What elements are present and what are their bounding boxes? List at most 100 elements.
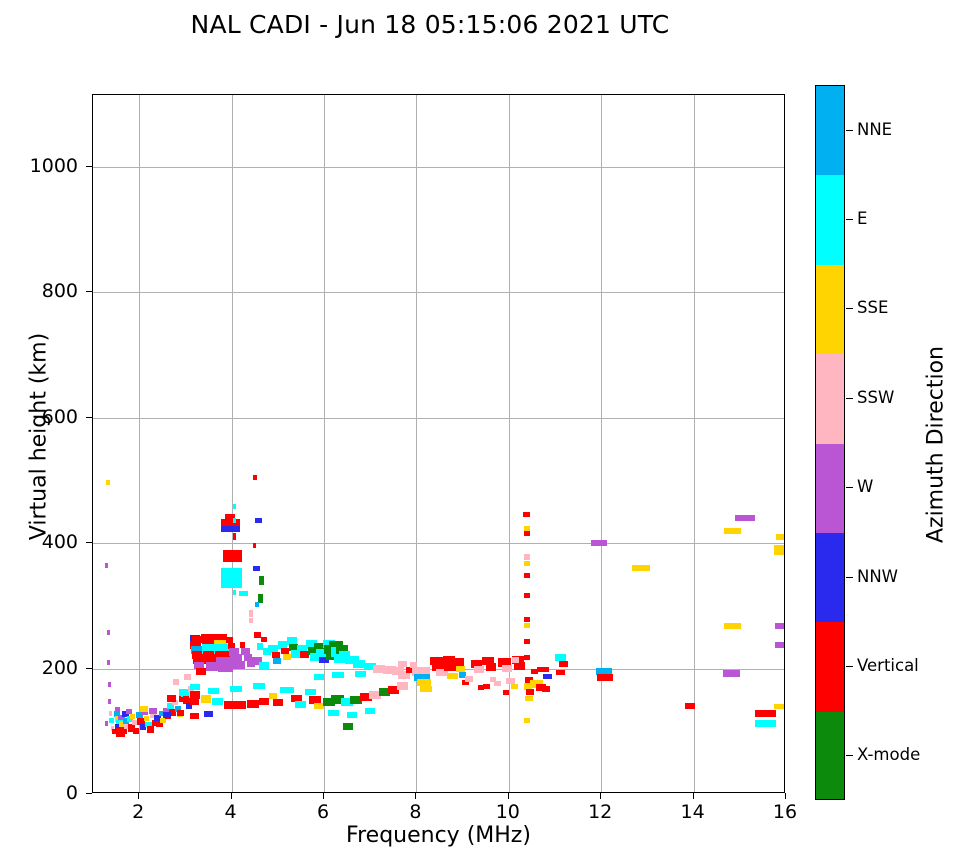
echo-trace-point [217,662,233,672]
echo-trace-point [123,717,130,724]
echo-trace-point [524,560,531,566]
echo-trace-point [253,683,266,690]
echo-trace-point [105,721,109,727]
echo-trace-point [318,656,330,663]
echo-trace-point [478,684,484,690]
grid-line-vertical [139,95,141,792]
colorbar-band [816,86,844,176]
echo-trace-point [232,517,237,523]
echo-trace-point [442,656,455,664]
echo-trace-point [122,711,129,718]
grid-line-horizontal [93,292,784,294]
echo-trace-point [246,660,256,668]
echo-trace-point [723,527,742,534]
x-axis-tick-label: 8 [409,801,422,823]
echo-trace-point [244,653,253,661]
echo-trace-point [462,679,469,685]
x-axis-tick [692,793,694,799]
echo-trace-point [251,657,262,666]
echo-trace-point [190,697,199,706]
echo-trace-point [722,670,741,678]
echo-trace-point [185,702,193,709]
echo-trace-point [514,662,526,671]
echo-trace-point [542,673,553,679]
echo-trace-point [183,695,192,704]
echo-trace-point [723,622,742,629]
echo-trace-point [201,633,216,641]
echo-trace-point [307,647,318,656]
echo-trace-point [160,717,166,723]
grid-line-vertical [416,95,418,792]
echo-trace-point [591,540,608,547]
echo-trace-point [124,723,130,729]
echo-trace-point [482,657,495,666]
echo-trace-point [135,712,143,718]
echo-trace-point [556,669,565,675]
y-axis-title: Virtual height (km) [26,332,52,541]
data-points-layer [93,95,784,792]
echo-trace-point [206,661,222,671]
x-axis-tick-label: 2 [132,801,145,823]
colorbar-tick [846,397,853,399]
echo-trace-point [151,719,159,726]
echo-trace-point [510,683,519,689]
colorbar-title: Azimuth Direction [923,345,949,544]
echo-trace-point [253,565,260,571]
echo-trace-point [241,647,250,655]
echo-trace-point [145,721,152,727]
x-axis-tick [415,793,417,799]
y-axis-tick [86,793,92,794]
echo-trace-point [146,725,154,733]
echo-trace-point [773,544,784,555]
echo-trace-point [511,656,519,663]
echo-trace-point [178,695,187,703]
echo-trace-point [555,653,566,661]
grid-line-horizontal [93,167,784,169]
y-axis-tick-label: 400 [41,531,78,554]
echo-trace-point [172,679,180,686]
echo-trace-point [119,727,128,735]
echo-trace-point [529,679,544,688]
grid-line-horizontal [93,417,784,419]
echo-trace-point [163,712,171,718]
echo-trace-point [523,511,530,517]
x-axis-title: Frequency (MHz) [346,823,531,848]
echo-trace-point [249,609,253,617]
echo-trace-point [118,715,125,721]
x-axis-tick-label: 6 [316,801,330,823]
y-axis-tick [86,166,92,168]
echo-trace-point [398,670,411,679]
colorbar-band [816,175,844,266]
echo-trace-point [489,677,497,683]
echo-trace-point [257,642,264,650]
grid-line-vertical [508,95,510,792]
colorbar-band [816,711,844,799]
echo-trace-point [525,676,533,683]
echo-trace-point [156,720,163,727]
echo-trace-point [365,708,376,715]
echo-trace-point [216,656,233,666]
echo-trace-point [331,695,345,705]
echo-trace-point [300,651,309,659]
echo-trace-point [253,542,257,548]
colorbar-label-nne: NNE [857,119,893,139]
y-axis-tick [86,291,92,293]
echo-trace-point [190,640,201,649]
echo-trace-point [139,723,147,730]
colorbar [815,85,845,800]
echo-trace-point [259,661,269,669]
echo-trace-point [221,525,240,532]
echo-trace-point [524,617,531,623]
echo-trace-point [474,666,485,674]
x-axis-tick [600,793,602,799]
echo-trace-point [296,644,307,653]
colorbar-label-sse: SSE [857,298,889,318]
colorbar-tick [846,308,853,310]
colorbar-tick [846,487,853,489]
echo-trace-point [232,589,237,595]
echo-trace-point [166,695,177,703]
echo-trace-point [344,655,359,664]
echo-trace-point [110,726,114,732]
echo-trace-point [280,686,294,693]
echo-trace-point [190,713,199,720]
